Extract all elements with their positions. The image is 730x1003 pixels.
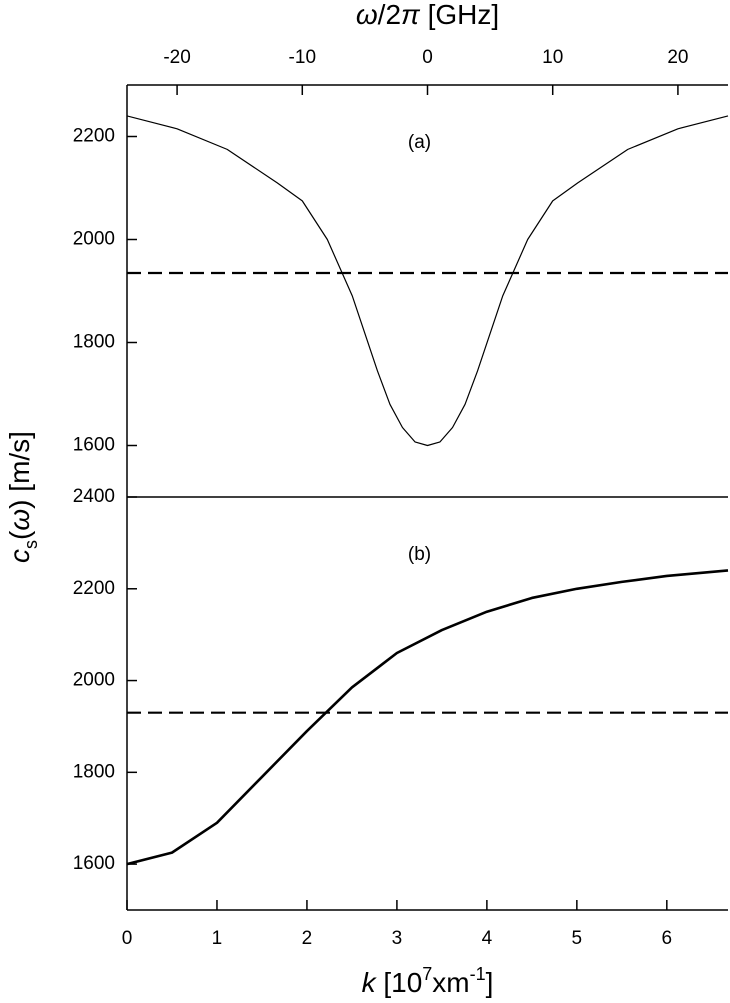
x-tick-label: 3 [392, 928, 403, 949]
panel-label: (a) [408, 132, 431, 153]
label-part: ω [4, 509, 35, 531]
x-tick-label: 6 [662, 928, 673, 949]
x-tick-label: 5 [572, 928, 583, 949]
y-tick-label: 1800 [73, 761, 115, 782]
label-part: ( [4, 530, 35, 540]
x-axis-label: k [107xm-1] [362, 964, 494, 999]
x-tick-label: -20 [163, 47, 190, 68]
x-tick-label: 0 [122, 928, 133, 949]
y-tick-label: 1600 [73, 853, 115, 874]
label-part: /2 [378, 0, 401, 30]
y-tick-label: 2200 [73, 126, 115, 147]
label-part: k [362, 967, 378, 998]
y-tick-label: 2200 [73, 578, 115, 599]
label-part: [10 [376, 967, 423, 998]
x-tick-label: -10 [289, 47, 316, 68]
label-part: c [4, 549, 35, 563]
label-part: ] [486, 967, 494, 998]
x-tick-label: 20 [667, 47, 688, 68]
y-tick-label: 2000 [73, 229, 115, 250]
y-tick-label: 2000 [73, 670, 115, 691]
x-tick-label: 1 [212, 928, 223, 949]
panel-label: (b) [408, 544, 431, 565]
label-part: xm [432, 967, 469, 998]
data-line [126, 569, 729, 866]
y-tick-label: 1600 [73, 435, 115, 456]
x-tick-label: 10 [542, 47, 563, 68]
label-part: s [21, 540, 41, 549]
data-line [126, 115, 729, 447]
x-axis-label: ω/2π [GHz] [356, 0, 499, 30]
label-part: π [401, 0, 421, 30]
x-tick-label: 2 [302, 928, 313, 949]
y-tick-label: 2400 [73, 486, 115, 507]
label-part: ) [m/s] [4, 431, 35, 509]
label-part: ω [356, 0, 378, 30]
x-tick-label: 4 [482, 928, 493, 949]
label-part: -1 [470, 964, 486, 984]
label-part: 7 [422, 964, 432, 984]
label-part: [GHz] [420, 0, 499, 30]
y-axis-label: cs(ω) [m/s] [4, 431, 40, 563]
x-tick-label: 0 [422, 47, 433, 68]
y-tick-label: 1800 [73, 332, 115, 353]
